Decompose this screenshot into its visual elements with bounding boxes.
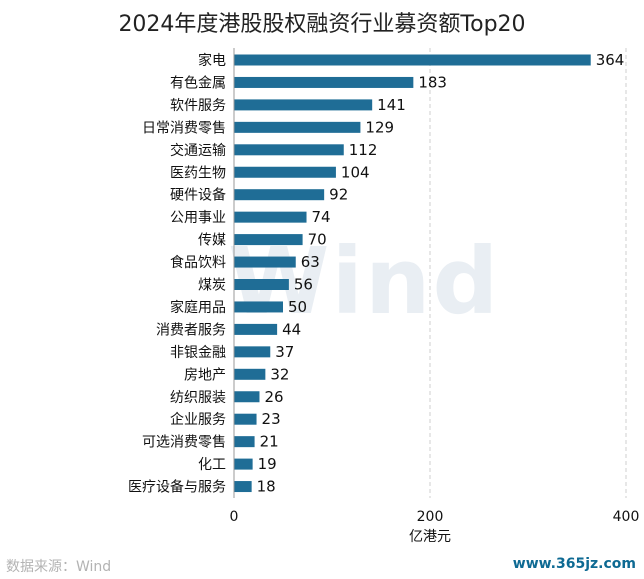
value-label-6: 92	[329, 186, 348, 204]
bar-0	[234, 54, 591, 66]
value-label-19: 18	[257, 478, 276, 496]
bar-4	[234, 144, 344, 156]
category-label-18: 化工	[198, 457, 226, 473]
x-axis-label: 亿港元	[409, 529, 451, 545]
value-label-17: 21	[260, 433, 279, 451]
bar-12	[234, 323, 278, 335]
bar-16	[234, 413, 257, 425]
category-label-19: 医疗设备与服务	[128, 479, 226, 496]
bar-10	[234, 279, 289, 290]
bar-5	[234, 166, 336, 178]
value-label-14: 32	[270, 365, 289, 383]
bar-15	[234, 391, 260, 403]
value-label-15: 26	[264, 388, 283, 406]
bar-17	[234, 436, 255, 448]
category-label-7: 公用事业	[170, 210, 226, 226]
value-label-8: 70	[308, 231, 327, 249]
value-label-1: 183	[418, 73, 447, 91]
value-label-5: 104	[341, 163, 370, 181]
bar-7	[234, 211, 307, 223]
category-label-17: 可选消费零售	[142, 435, 226, 451]
x-tick-label-0: 0	[230, 509, 239, 525]
category-label-1: 有色金属	[170, 74, 226, 91]
x-tick-label-1: 200	[417, 509, 444, 525]
chart-title: 2024年度港股股权融资行业募资额Top20	[118, 12, 526, 37]
value-label-4: 112	[349, 141, 378, 159]
bar-13	[234, 346, 271, 358]
bar-18	[234, 458, 253, 470]
category-label-8: 传媒	[198, 233, 226, 249]
category-label-2: 软件服务	[170, 98, 226, 114]
value-label-18: 19	[258, 455, 277, 473]
value-label-0: 364	[596, 51, 625, 69]
source-note: 数据来源：Wind	[6, 559, 112, 575]
value-label-2: 141	[377, 96, 406, 114]
category-label-0: 家电	[198, 52, 226, 69]
value-label-7: 74	[312, 208, 331, 226]
category-label-10: 煤炭	[198, 278, 226, 294]
category-label-5: 医药生物	[170, 165, 226, 181]
category-label-13: 非银金融	[170, 345, 226, 361]
category-label-4: 交通运输	[170, 142, 226, 159]
bar-1	[234, 76, 414, 88]
value-label-11: 50	[288, 298, 307, 316]
bar-3	[234, 121, 361, 133]
value-label-12: 44	[282, 320, 301, 338]
x-tick-label-2: 400	[613, 509, 640, 525]
category-label-15: 纺织服装	[170, 390, 226, 406]
value-label-13: 37	[275, 343, 294, 361]
bar-14	[234, 368, 266, 380]
category-label-6: 硬件设备	[170, 187, 226, 204]
bar-19	[234, 481, 252, 493]
bar-8	[234, 234, 303, 246]
site-watermark: www.365jz.com	[512, 556, 636, 572]
bar-11	[234, 301, 283, 313]
bar-2	[234, 99, 373, 111]
value-label-3: 129	[365, 118, 394, 136]
category-label-16: 企业服务	[170, 411, 226, 428]
category-label-11: 家庭用品	[170, 299, 226, 316]
category-label-12: 消费者服务	[156, 322, 226, 338]
value-label-9: 63	[301, 253, 320, 271]
bar-9	[234, 256, 296, 268]
value-label-16: 23	[262, 410, 281, 428]
bar-6	[234, 189, 325, 201]
category-label-14: 房地产	[184, 367, 226, 383]
value-label-10: 56	[294, 276, 313, 294]
category-label-3: 日常消费零售	[142, 120, 226, 136]
category-label-9: 食品饮料	[170, 254, 226, 271]
